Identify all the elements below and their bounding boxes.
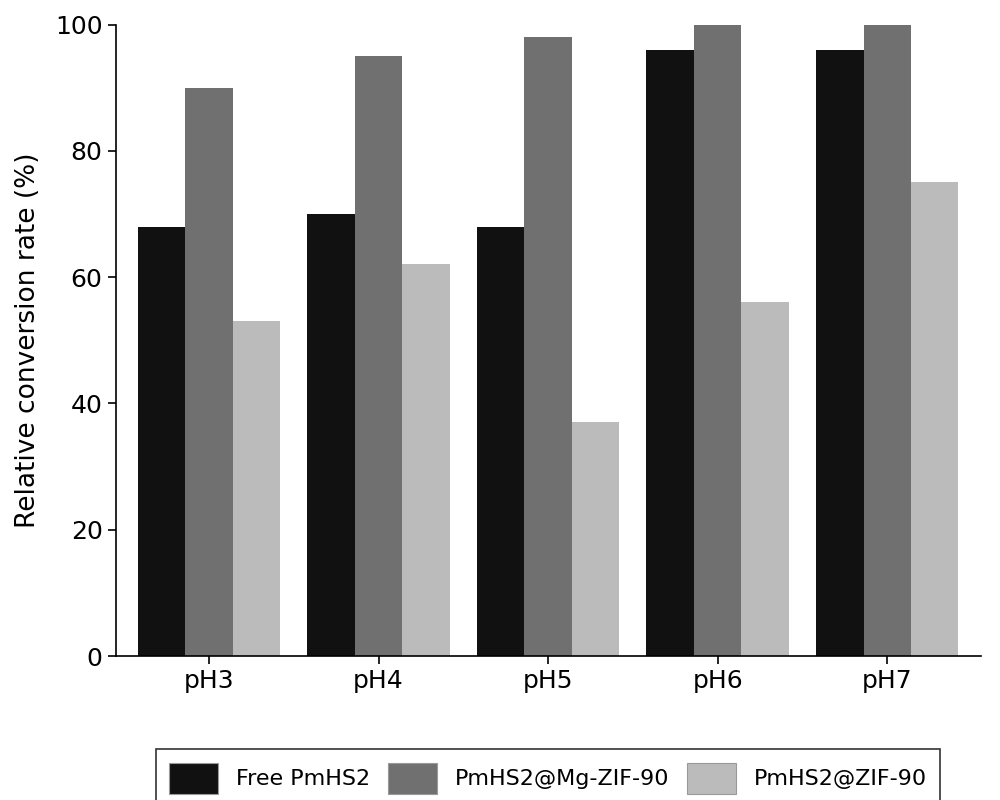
Bar — [138, 226, 185, 656]
Bar — [402, 265, 450, 656]
Bar — [355, 56, 402, 656]
Bar — [741, 302, 789, 656]
Bar — [646, 50, 694, 656]
Bar — [911, 182, 958, 656]
Bar — [307, 214, 355, 656]
Bar — [185, 88, 233, 656]
Legend: Free PmHS2, PmHS2@Mg-ZIF-90, PmHS2@ZIF-90: Free PmHS2, PmHS2@Mg-ZIF-90, PmHS2@ZIF-9… — [156, 750, 940, 800]
Bar — [694, 25, 741, 656]
Bar — [864, 25, 911, 656]
Bar — [572, 422, 619, 656]
Bar — [816, 50, 864, 656]
Bar — [524, 37, 572, 656]
Y-axis label: Relative conversion rate (%): Relative conversion rate (%) — [15, 153, 41, 528]
Bar — [233, 322, 280, 656]
Bar — [477, 226, 524, 656]
